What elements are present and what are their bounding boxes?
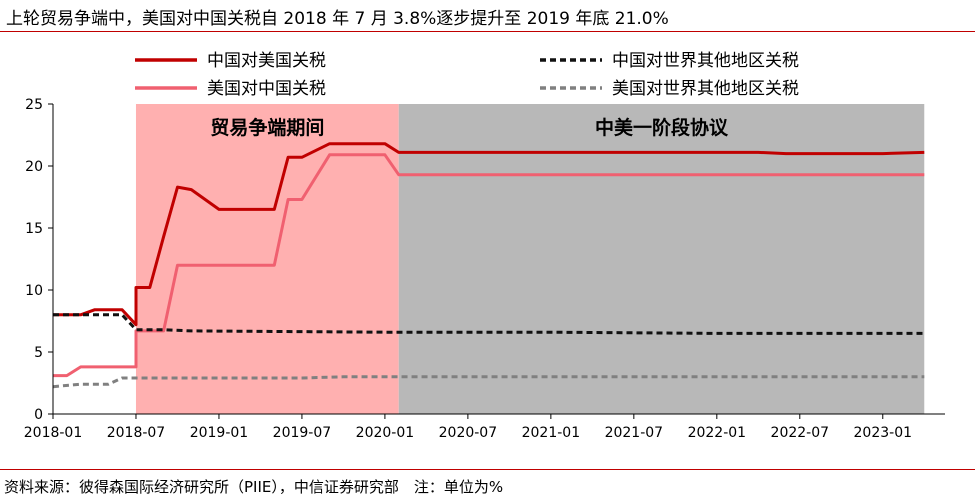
shaded-period-2 — [398, 104, 925, 414]
series-line-2 — [53, 153, 925, 378]
axes: 0 5 10 15 20 25 2018-01 2018-07 2019-01 2019-07 20… — [24, 97, 945, 441]
y-tick-label: 20 — [25, 159, 43, 175]
series-line-3 — [53, 313, 925, 335]
x-tick-label: 2020-01 — [356, 425, 415, 441]
shaded-period-1 — [135, 104, 399, 414]
y-tick-label: 5 — [34, 345, 43, 361]
legend-label-4: 美国对世界其他地区关税 — [612, 79, 799, 99]
x-tick-label: 2019-01 — [190, 425, 249, 441]
chart-title: 上轮贸易争端中，美国对中国关税自 2018 年 7 月 3.8%逐步提升至 20… — [6, 9, 669, 29]
x-tick-label: 2020-07 — [439, 425, 498, 441]
series-line-4 — [52, 375, 925, 389]
series-lines — [52, 142, 925, 389]
x-tick-label: 2021-01 — [522, 425, 581, 441]
y-tick-label: 15 — [25, 221, 43, 237]
source-note: 资料来源：彼得森国际经济研究所（PIIE），中信证券研究部 注：单位为% — [4, 478, 504, 496]
footer-rule — [0, 469, 975, 470]
tariff-chart: 贸易争端期间 中美一阶段协议 0 5 10 15 20 25 2018-01 2018-07 20… — [24, 51, 945, 441]
shaded-periods: 贸易争端期间 中美一阶段协议 — [135, 104, 925, 414]
x-tick-label: 2019-07 — [273, 425, 332, 441]
y-tick-label: 10 — [25, 283, 43, 299]
y-tick-label: 25 — [25, 97, 43, 113]
x-tick-label: 2022-01 — [688, 425, 747, 441]
x-tick-label: 2018-01 — [24, 425, 83, 441]
shaded-period-label-1: 贸易争端期间 — [210, 116, 324, 139]
legend-label-2: 美国对中国关税 — [207, 79, 326, 99]
x-tick-label: 2023-01 — [854, 425, 913, 441]
title-rule — [0, 31, 975, 32]
y-tick-label: 0 — [34, 407, 43, 423]
x-tick-label: 2022-07 — [771, 425, 830, 441]
series-line-1 — [53, 142, 925, 327]
legend-label-1: 中国对美国关税 — [207, 51, 326, 71]
shaded-period-label-2: 中美一阶段协议 — [595, 116, 729, 139]
legend-label-3: 中国对世界其他地区关税 — [612, 51, 799, 71]
x-tick-label: 2021-07 — [605, 425, 664, 441]
x-tick-label: 2018-07 — [107, 425, 166, 441]
